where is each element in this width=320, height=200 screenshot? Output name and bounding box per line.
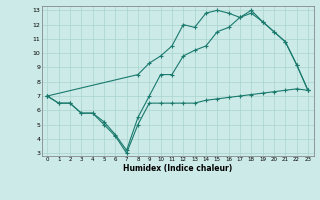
X-axis label: Humidex (Indice chaleur): Humidex (Indice chaleur) [123, 164, 232, 173]
